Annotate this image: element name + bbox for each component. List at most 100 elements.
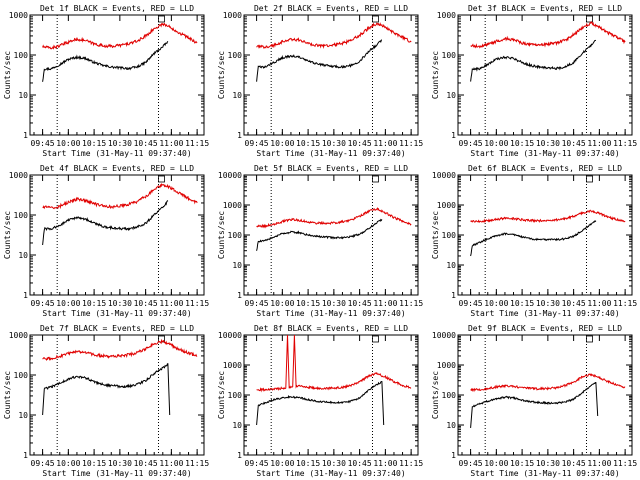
x-tick-label: 11:00	[373, 139, 397, 148]
x-tick-label: 11:00	[159, 459, 183, 468]
chart-title: Det 4f BLACK = Events, RED = LLD	[40, 164, 194, 173]
plot-frame	[457, 14, 633, 136]
x-tick-label: 10:15	[510, 459, 534, 468]
x-axis-label: Start Time (31-May-11 09:37:40)	[42, 309, 191, 318]
x-tick-label: 09:45	[459, 299, 483, 308]
interval-bracket	[372, 175, 379, 183]
series-events-line	[256, 218, 383, 251]
x-tick-label: 10:30	[536, 459, 560, 468]
y-axis-label: Counts/sec	[3, 51, 12, 99]
chart-panel-5: Det 5f BLACK = Events, RED = LLD 1 10 100 10…	[217, 164, 423, 318]
plot-frame	[243, 174, 419, 296]
interval-bracket	[158, 175, 165, 183]
x-axis-label: Start Time (31-May-11 09:37:40)	[256, 309, 405, 318]
x-tick-label: 10:45	[134, 459, 158, 468]
x-tick-label: 10:30	[108, 139, 132, 148]
y-tick-label: 10	[232, 91, 242, 100]
y-tick-label: 100	[442, 51, 457, 60]
y-tick-label: 100	[14, 211, 29, 220]
plot-frame	[457, 334, 633, 456]
x-tick-label: 10:15	[510, 299, 534, 308]
y-tick-label: 10	[232, 421, 242, 430]
x-tick-label: 10:00	[56, 139, 80, 148]
series-lld-line	[42, 182, 198, 210]
x-tick-label: 10:45	[348, 459, 372, 468]
series-lld-line	[42, 338, 198, 362]
y-tick-label: 1	[237, 451, 242, 460]
y-tick-label: 100	[442, 391, 457, 400]
x-tick-label: 10:00	[484, 459, 508, 468]
y-tick-label: 10	[446, 91, 456, 100]
x-tick-label: 10:00	[270, 459, 294, 468]
chart-title: Det 2f BLACK = Events, RED = LLD	[254, 4, 408, 13]
x-tick-label: 11:15	[399, 459, 423, 468]
x-tick-label: 10:30	[108, 299, 132, 308]
x-tick-label: 10:45	[562, 459, 586, 468]
y-axis-label: Counts/sec	[431, 371, 440, 419]
series-lld-line	[42, 22, 198, 50]
x-tick-label: 10:30	[322, 139, 346, 148]
series-lld-line	[470, 209, 626, 224]
y-tick-label: 100	[228, 51, 243, 60]
y-tick-label: 10000	[218, 171, 242, 180]
interval-bracket	[586, 15, 593, 23]
y-tick-label: 1	[237, 291, 242, 300]
chart-title: Det 7f BLACK = Events, RED = LLD	[40, 324, 194, 333]
x-axis-label: Start Time (31-May-11 09:37:40)	[42, 149, 191, 158]
series-events-line	[470, 381, 599, 428]
y-tick-label: 1	[451, 131, 456, 140]
x-tick-label: 09:45	[31, 299, 55, 308]
chart-panel-2: Det 2f BLACK = Events, RED = LLD 1 10 100 10…	[217, 4, 423, 158]
chart-panel-4: Det 4f BLACK = Events, RED = LLD 1 10 100 10…	[3, 164, 209, 318]
series-lld-line	[256, 22, 412, 50]
interval-bracket	[586, 175, 593, 183]
x-axis-label: Start Time (31-May-11 09:37:40)	[42, 469, 191, 478]
y-tick-label: 100	[228, 391, 243, 400]
y-tick-label: 100	[14, 371, 29, 380]
x-tick-label: 10:15	[82, 299, 106, 308]
y-tick-label: 10	[446, 421, 456, 430]
series-events-line	[42, 363, 171, 416]
series-lld-line	[470, 373, 626, 393]
y-tick-label: 1000	[9, 171, 28, 180]
series-events-line	[42, 40, 169, 82]
x-tick-label: 10:45	[348, 139, 372, 148]
x-tick-label: 09:45	[245, 139, 269, 148]
x-tick-label: 10:45	[562, 299, 586, 308]
y-tick-label: 10	[18, 411, 28, 420]
y-tick-label: 1	[451, 291, 456, 300]
chart-title: Det 5f BLACK = Events, RED = LLD	[254, 164, 408, 173]
y-tick-label: 1000	[223, 361, 242, 370]
x-tick-label: 10:00	[56, 299, 80, 308]
x-tick-label: 10:45	[134, 139, 158, 148]
x-axis-label: Start Time (31-May-11 09:37:40)	[256, 149, 405, 158]
chart-panel-7: Det 7f BLACK = Events, RED = LLD 1 10 100 10…	[3, 324, 209, 478]
y-tick-label: 1000	[223, 11, 242, 20]
y-tick-label: 10	[446, 261, 456, 270]
x-axis-label: Start Time (31-May-11 09:37:40)	[256, 469, 405, 478]
x-tick-label: 10:00	[56, 459, 80, 468]
y-axis-label: Counts/sec	[217, 51, 226, 99]
x-tick-label: 09:45	[245, 299, 269, 308]
x-tick-label: 11:15	[185, 299, 209, 308]
y-axis-label: Counts/sec	[217, 211, 226, 259]
x-tick-label: 11:15	[613, 139, 637, 148]
y-tick-label: 1000	[9, 11, 28, 20]
y-tick-label: 100	[442, 231, 457, 240]
y-tick-label: 10	[18, 91, 28, 100]
series-events-line	[470, 39, 596, 82]
chart-title: Det 3f BLACK = Events, RED = LLD	[468, 4, 622, 13]
y-tick-label: 1	[451, 451, 456, 460]
y-tick-label: 1000	[437, 361, 456, 370]
x-tick-label: 11:00	[159, 139, 183, 148]
x-tick-label: 11:00	[373, 299, 397, 308]
x-tick-label: 10:30	[108, 459, 132, 468]
x-axis-label: Start Time (31-May-11 09:37:40)	[470, 149, 619, 158]
x-tick-label: 10:00	[270, 299, 294, 308]
y-tick-label: 1000	[9, 331, 28, 340]
y-tick-label: 100	[14, 51, 29, 60]
x-axis-label: Start Time (31-May-11 09:37:40)	[470, 469, 619, 478]
y-tick-label: 10000	[218, 331, 242, 340]
x-axis-label: Start Time (31-May-11 09:37:40)	[470, 309, 619, 318]
